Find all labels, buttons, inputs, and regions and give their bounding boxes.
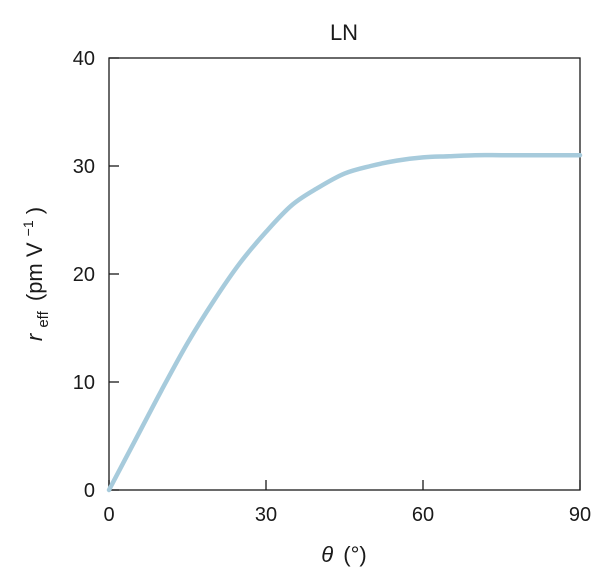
y-axis-unit-superscript: −1: [20, 220, 36, 236]
x-tick-label: 60: [412, 504, 434, 526]
y-axis-label: r eff (pm V −1 ): [13, 207, 53, 341]
y-tick-label: 0: [84, 480, 95, 502]
y-axis-subscript: eff: [35, 310, 52, 327]
x-tick-label: 90: [569, 504, 591, 526]
x-axis-label: θ (°): [321, 542, 367, 567]
axis-ticks: 0 30 60 90 0 10 20 30 40: [73, 48, 591, 526]
chart-title: LN: [330, 20, 358, 45]
series-line: [106, 152, 583, 493]
y-axis-unit-suffix: ): [22, 207, 47, 214]
y-tick-label: 40: [73, 48, 95, 70]
plot-frame: [108, 57, 581, 491]
x-axis-symbol: θ: [321, 542, 333, 567]
x-axis-unit: (°): [343, 542, 366, 567]
x-tick-label: 0: [103, 504, 114, 526]
y-tick-label: 10: [73, 372, 95, 394]
y-tick-label: 20: [73, 264, 95, 286]
series-group: [106, 152, 583, 493]
y-tick-label: 30: [73, 156, 95, 178]
y-axis-unit-prefix: (pm V: [22, 242, 47, 301]
y-axis-symbol: r: [22, 332, 47, 341]
x-tick-label: 30: [255, 504, 277, 526]
